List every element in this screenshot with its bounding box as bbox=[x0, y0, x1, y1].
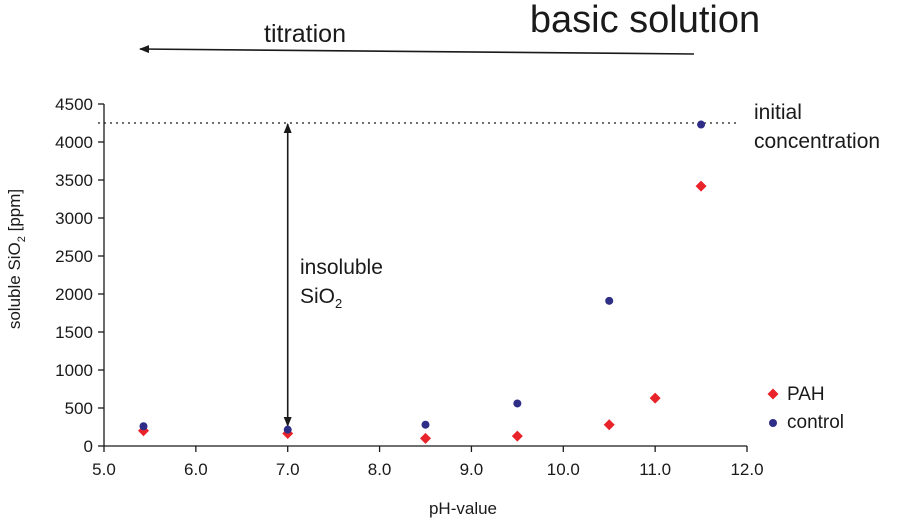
y-tick-label: 2500 bbox=[55, 247, 93, 266]
y-tick-label: 500 bbox=[65, 399, 93, 418]
data-point-control bbox=[421, 420, 430, 429]
legend-control-label: control bbox=[787, 412, 844, 433]
data-points bbox=[137, 120, 707, 444]
initial-concentration-label-2: concentration bbox=[754, 130, 880, 153]
x-tick-label: 5.0 bbox=[92, 460, 116, 479]
x-axis-label: pH-value bbox=[429, 499, 497, 518]
titration-label: titration bbox=[264, 20, 346, 48]
insoluble-label-subscript: 2 bbox=[335, 296, 342, 311]
data-point-pah bbox=[603, 419, 615, 431]
x-ticks: 5.0 6.0 7.0 8.0 9.0 10.0 11.0 12.0 bbox=[92, 446, 764, 479]
chart-title: basic solution bbox=[530, 0, 760, 41]
x-tick-label: 8.0 bbox=[368, 460, 392, 479]
y-axis-label-subscript: 2 bbox=[16, 236, 28, 242]
x-tick-label: 10.0 bbox=[547, 460, 580, 479]
y-tick-label: 2000 bbox=[55, 285, 93, 304]
y-axis-label-suffix: [ppm] bbox=[5, 189, 24, 236]
x-tick-label: 11.0 bbox=[639, 460, 671, 479]
insoluble-label-1: insoluble bbox=[300, 256, 383, 279]
data-point-control bbox=[513, 399, 522, 408]
axes bbox=[103, 104, 747, 447]
x-tick-label: 12.0 bbox=[730, 460, 763, 479]
data-point-control bbox=[139, 422, 148, 431]
x-tick-label: 9.0 bbox=[460, 460, 484, 479]
y-axis-label-main: soluble SiO bbox=[5, 242, 24, 329]
data-point-pah bbox=[420, 432, 431, 444]
insoluble-label-2: SiO2 bbox=[300, 285, 342, 311]
y-tick-label: 0 bbox=[84, 437, 93, 456]
legend-pah-marker bbox=[767, 388, 779, 400]
legend: PAH control bbox=[767, 384, 844, 433]
titration-arrow bbox=[139, 45, 695, 55]
x-tick-label: 6.0 bbox=[184, 460, 208, 479]
y-tick-label: 4500 bbox=[55, 95, 93, 114]
x-tick-label: 7.0 bbox=[276, 460, 300, 479]
insoluble-label-main: SiO bbox=[300, 285, 335, 308]
y-ticks: 0 500 1000 1500 2000 2500 3000 3500 4000 4500 bbox=[55, 95, 104, 456]
y-tick-label: 4000 bbox=[55, 133, 93, 152]
data-point-control bbox=[697, 120, 706, 129]
legend-item-pah: PAH bbox=[767, 384, 825, 405]
data-point-control bbox=[283, 425, 292, 434]
y-tick-label: 1500 bbox=[55, 323, 93, 342]
data-point-control bbox=[605, 296, 614, 305]
y-tick-label: 3500 bbox=[55, 171, 93, 190]
y-tick-label: 1000 bbox=[55, 361, 93, 380]
legend-control-marker bbox=[769, 419, 777, 427]
legend-pah-label: PAH bbox=[787, 384, 825, 405]
y-axis-label: soluble SiO2 [ppm] bbox=[5, 189, 28, 329]
legend-item-control: control bbox=[769, 412, 844, 433]
y-tick-label: 3000 bbox=[55, 209, 93, 228]
data-point-pah bbox=[511, 430, 523, 442]
initial-concentration-label-1: initial bbox=[754, 101, 802, 124]
data-point-pah bbox=[695, 180, 707, 192]
data-point-pah bbox=[649, 392, 661, 404]
